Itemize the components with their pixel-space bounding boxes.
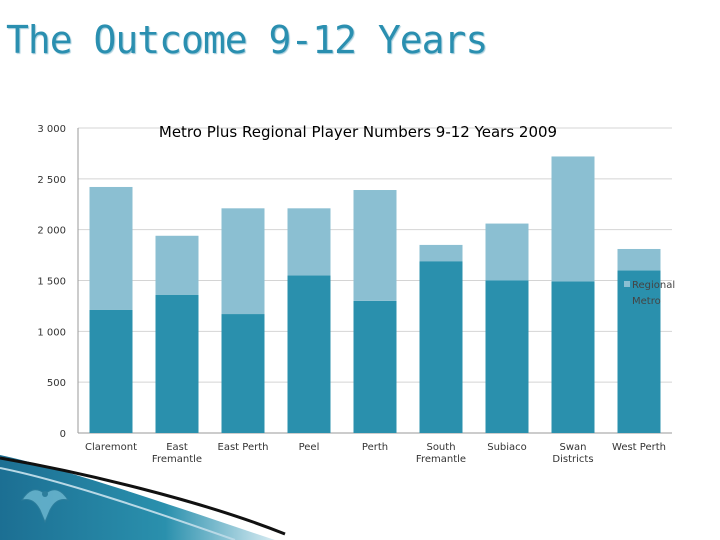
legend: Regional Metro bbox=[624, 280, 675, 307]
x-category-label: South Fremantle bbox=[416, 442, 466, 465]
y-tick-label: 2 500 bbox=[37, 175, 66, 186]
y-tick-labels: 0 500 1 000 1 500 2 000 2 500 3 000 bbox=[37, 124, 66, 440]
legend-swatch-regional bbox=[624, 281, 630, 287]
x-category-label: Swan Districts bbox=[552, 442, 593, 465]
bar-metro bbox=[353, 300, 397, 433]
bar-regional bbox=[89, 186, 133, 310]
bar-metro bbox=[419, 261, 463, 433]
legend-swatch-metro bbox=[624, 297, 630, 303]
chart-title: Metro Plus Regional Player Numbers 9-12 … bbox=[159, 123, 557, 141]
bar-regional bbox=[353, 190, 397, 301]
x-category-label: West Perth bbox=[612, 442, 666, 453]
y-tick-label: 1 000 bbox=[37, 327, 66, 338]
bar-metro bbox=[617, 270, 661, 433]
y-tick-label: 500 bbox=[47, 378, 66, 389]
y-tick-label: 3 000 bbox=[37, 124, 66, 135]
bar-metro bbox=[221, 314, 265, 433]
x-category-label: East Fremantle bbox=[152, 442, 202, 465]
y-tick-label: 1 500 bbox=[37, 277, 66, 288]
legend-label-metro: Metro bbox=[632, 296, 661, 307]
bar-metro bbox=[485, 280, 529, 433]
bar-regional bbox=[551, 156, 595, 282]
bar-regional bbox=[617, 248, 661, 271]
bar-regional bbox=[485, 223, 529, 281]
x-category-labels: Claremont East Fremantle East Perth Peel Pert… bbox=[85, 442, 666, 465]
x-category-label: Claremont bbox=[85, 442, 137, 453]
eagle-logo bbox=[20, 489, 70, 524]
slide-title: The Outcome 9-12 Years bbox=[6, 18, 488, 62]
legend-label-regional: Regional bbox=[632, 280, 675, 291]
bar-metro bbox=[287, 275, 331, 433]
x-category-label: East Perth bbox=[218, 442, 269, 453]
bar-regional bbox=[221, 208, 265, 315]
bars bbox=[89, 156, 661, 433]
bar-regional bbox=[419, 244, 463, 262]
footer-swoosh bbox=[0, 455, 286, 540]
x-category-label: Subiaco bbox=[487, 442, 527, 453]
x-category-label: Perth bbox=[362, 442, 388, 453]
y-tick-label: 0 bbox=[60, 429, 66, 440]
bar-metro bbox=[551, 281, 595, 433]
bar-regional bbox=[287, 208, 331, 276]
x-category-label: Peel bbox=[299, 442, 320, 453]
bar-metro bbox=[89, 309, 133, 433]
bar-metro bbox=[155, 294, 199, 433]
bar-regional bbox=[155, 235, 199, 295]
y-tick-label: 2 000 bbox=[37, 226, 66, 237]
